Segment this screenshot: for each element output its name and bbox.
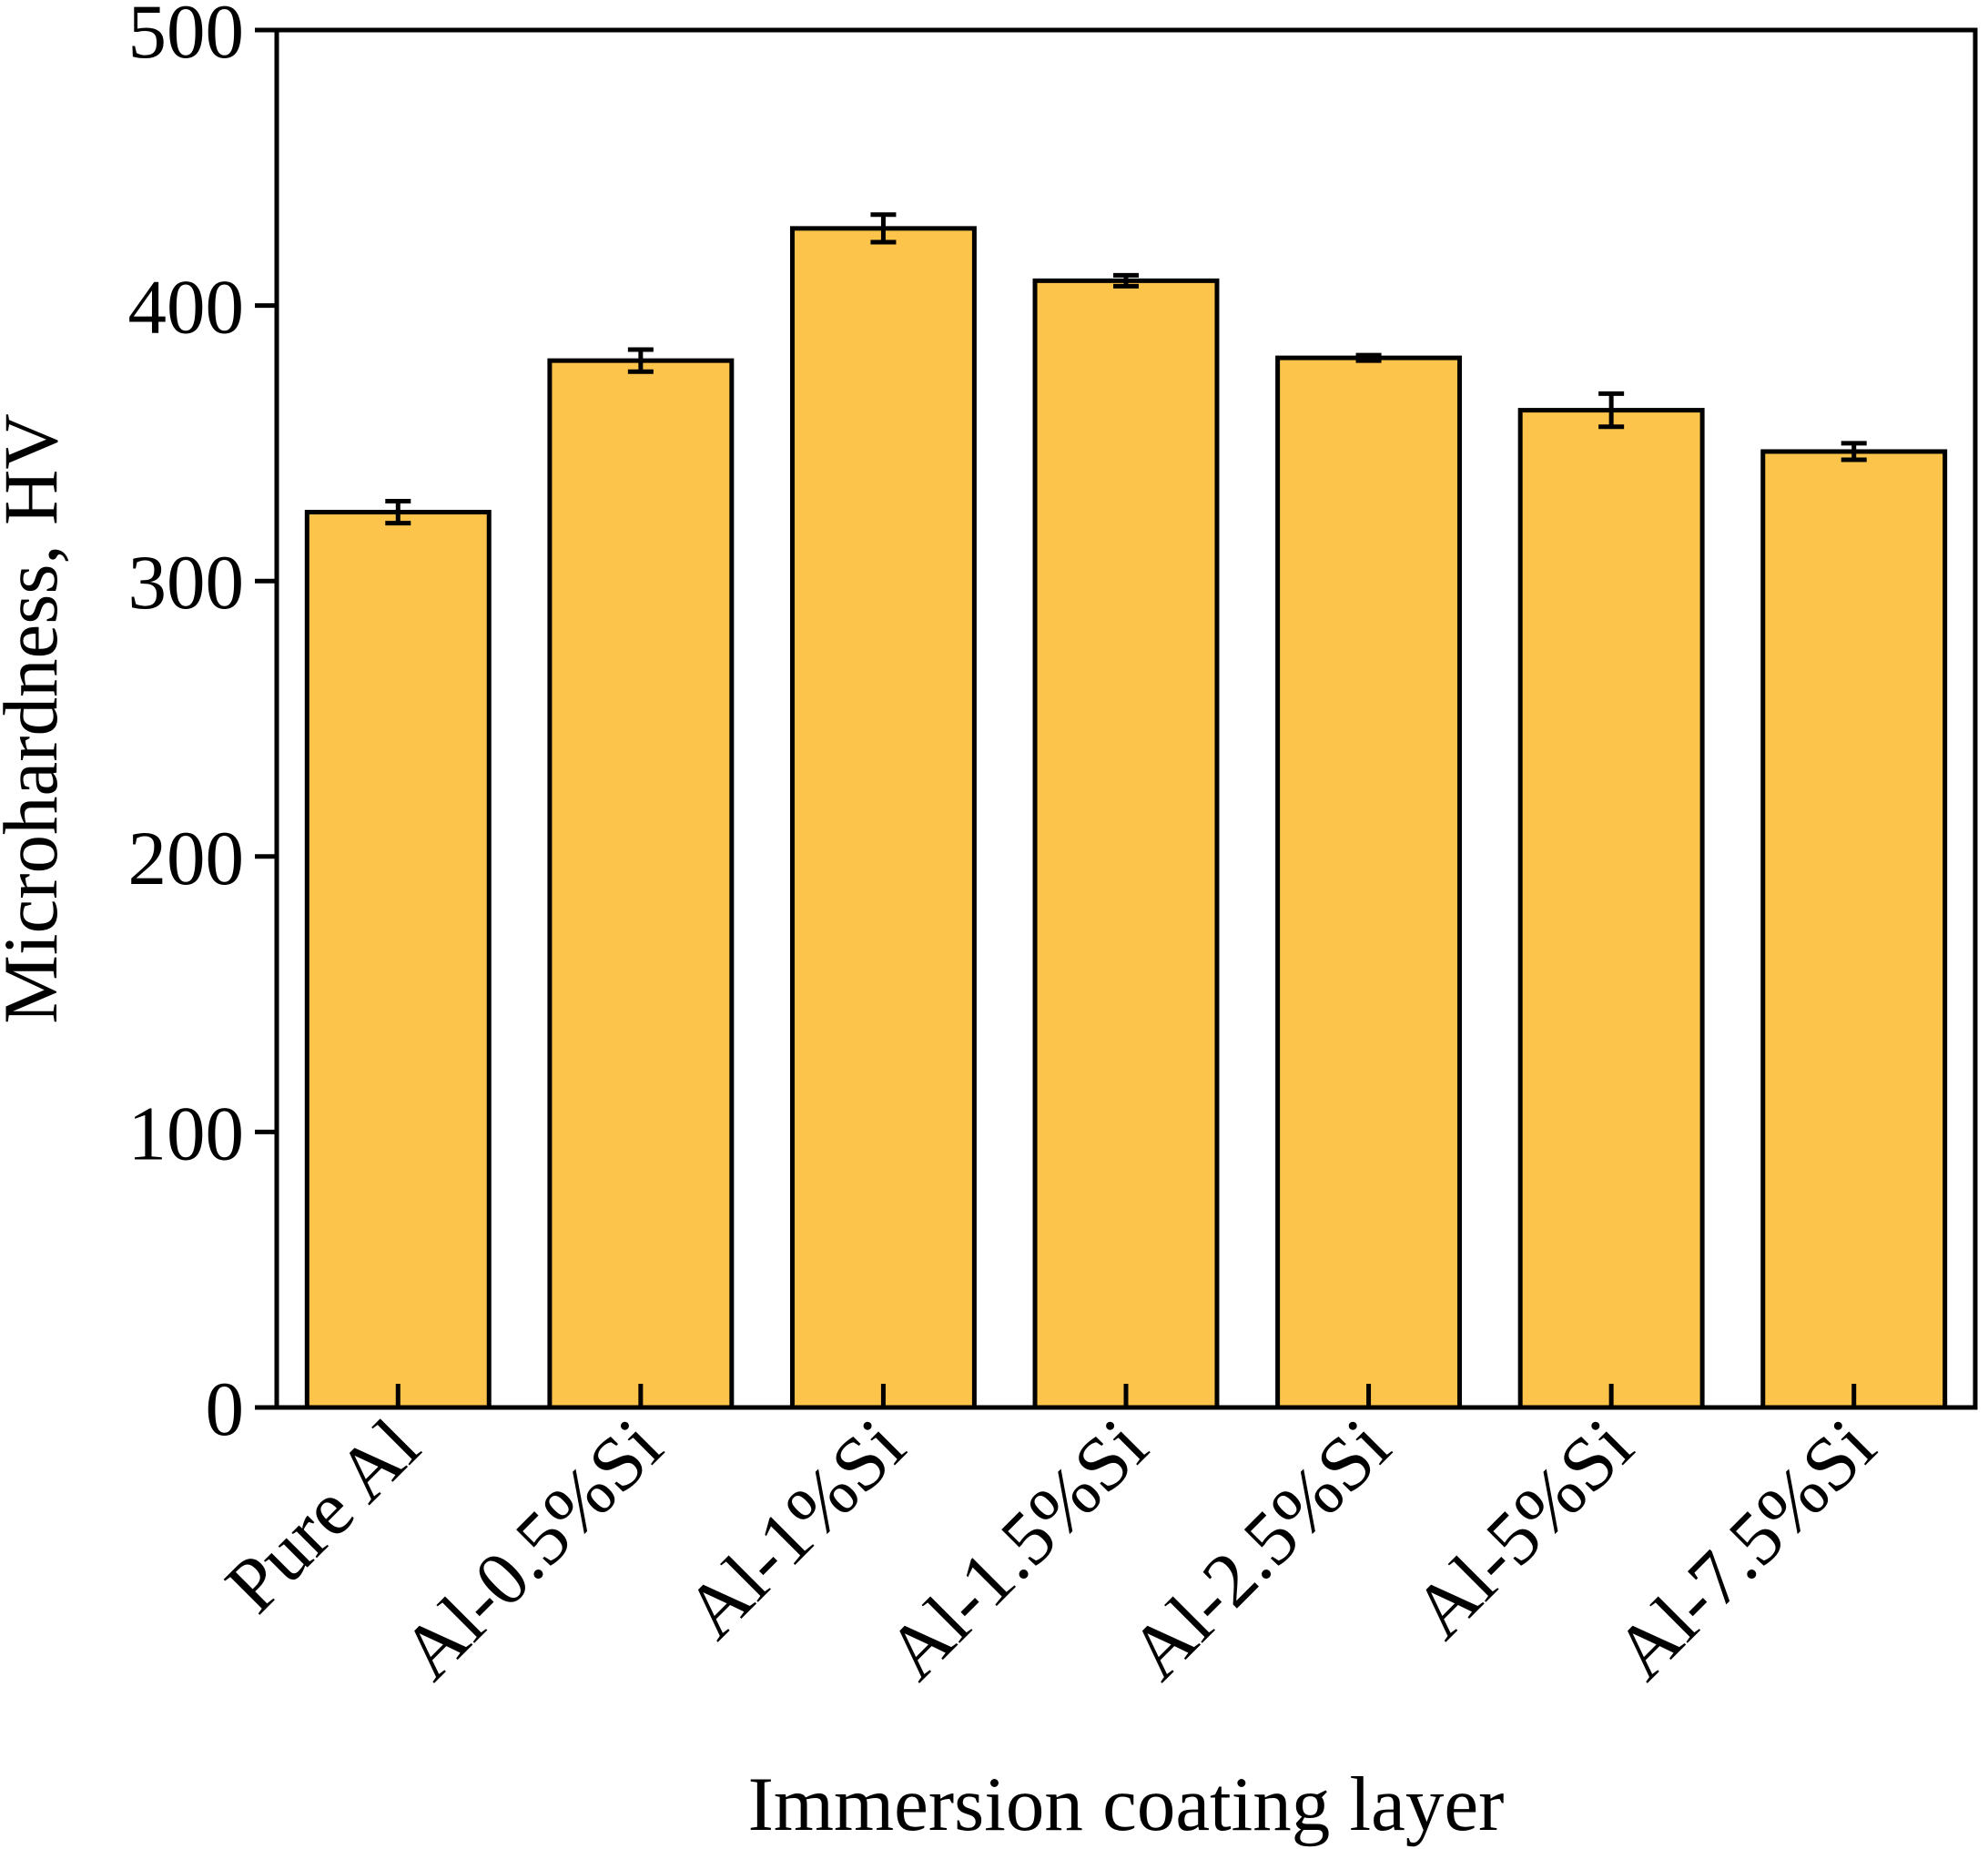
bar-3 (1032, 278, 1220, 1410)
bar-6 (1760, 449, 1948, 1410)
y-tick-label-3: 300 (128, 540, 245, 625)
error-bar-1 (627, 347, 654, 374)
y-tick-label-1: 100 (128, 1091, 245, 1176)
x-axis-labels-group: Pure AlAl-0.5%SiAl-1%SiAl-1.5%SiAl-2.5%S… (209, 1403, 1892, 1696)
bar-1 (547, 358, 735, 1410)
y-tick-label-4: 400 (128, 265, 245, 350)
error-bar-5 (1598, 391, 1625, 430)
x-tick-label-2: Al-1%Si (669, 1403, 921, 1655)
bar-5 (1517, 408, 1705, 1410)
bar-0 (304, 510, 492, 1410)
y-tick-label-5: 500 (128, 0, 245, 75)
x-tick-label-1: Al-0.5%Si (385, 1403, 678, 1696)
bar-2 (789, 226, 977, 1410)
x-tick-label-5: Al-5%Si (1397, 1403, 1649, 1655)
error-bars-group (385, 212, 1867, 526)
bars-group (304, 226, 1948, 1410)
error-bar-0 (385, 498, 411, 526)
error-bar-4 (1355, 352, 1382, 363)
y-tick-label-2: 200 (128, 816, 245, 901)
bar-4 (1275, 355, 1463, 1410)
y-axis-ticks-group: 0 100 200 300 400 500 (128, 0, 277, 1452)
x-tick-label-3: Al-1.5%Si (871, 1403, 1164, 1696)
error-bar-6 (1841, 441, 1867, 462)
x-inner-ticks-group (395, 1384, 1857, 1407)
y-axis-title: Microhardness, HV (0, 413, 74, 1023)
x-tick-label-6: Al-7.5%Si (1598, 1403, 1892, 1696)
y-tick-label-0: 0 (206, 1366, 245, 1452)
x-axis-title: Immersion coating layer (748, 1762, 1505, 1847)
plot-frame (274, 27, 1978, 1410)
error-bar-3 (1113, 272, 1139, 289)
error-bar-2 (870, 212, 897, 245)
x-tick-label-4: Al-2.5%Si (1113, 1403, 1406, 1696)
